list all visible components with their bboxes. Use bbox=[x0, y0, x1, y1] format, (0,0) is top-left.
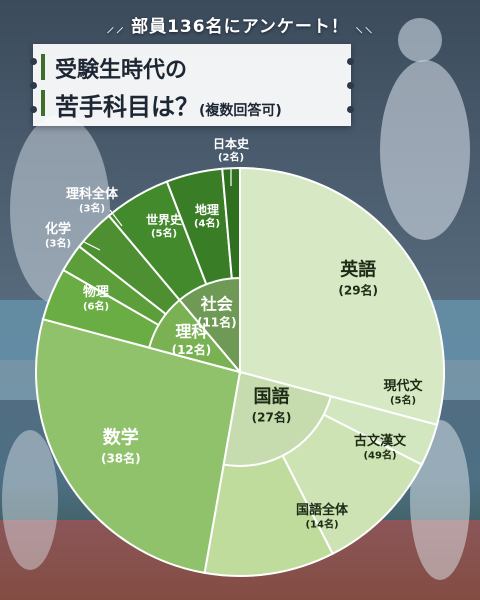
decor-dot bbox=[347, 106, 354, 113]
decor-dot bbox=[30, 106, 37, 113]
label-name: 地理 bbox=[195, 202, 219, 217]
label-count: (38名) bbox=[101, 450, 141, 465]
inner-label-social: 社会(11名) bbox=[197, 295, 237, 330]
label-count: (3名) bbox=[45, 237, 71, 250]
label-name: 現代文 bbox=[383, 378, 423, 394]
label-name: 古文漢文 bbox=[354, 433, 407, 449]
label-count: (14名) bbox=[305, 518, 338, 531]
label-count: (49名) bbox=[363, 449, 396, 462]
inner-label-english: 英語 (29名) bbox=[338, 259, 378, 298]
inner-slice-2 bbox=[222, 370, 333, 467]
label-name: 国語 bbox=[253, 385, 289, 407]
outer-label-11: 日本史(2名) bbox=[213, 136, 250, 164]
decor-dot bbox=[347, 82, 354, 89]
label-count: (5名) bbox=[151, 227, 177, 240]
outer-label-7: 化学(3名) bbox=[45, 221, 71, 250]
outer-label-3: 古文漢文(49名) bbox=[354, 433, 407, 462]
title-card: 受験生時代の 苦手科目は？(複数回答可) bbox=[30, 44, 354, 126]
outer-label-2: 現代文(5名) bbox=[383, 378, 423, 407]
label-name: 理科全体 bbox=[66, 186, 119, 202]
outer-slice-5 bbox=[35, 317, 242, 575]
inner-label-japanese: 国語 (27名) bbox=[252, 385, 292, 424]
leader-line bbox=[109, 209, 123, 227]
label-count: (2名) bbox=[218, 151, 244, 164]
outer-label-8: 理科全体(3名) bbox=[66, 186, 119, 215]
label-name: 日本史 bbox=[213, 136, 250, 151]
label-name: 英語 bbox=[339, 259, 376, 281]
label-name: 国語全体 bbox=[296, 502, 349, 518]
label-count: (4名) bbox=[194, 217, 220, 230]
decor-dot bbox=[30, 58, 37, 65]
title-accent-bar bbox=[41, 54, 45, 80]
title-line-1: 受験生時代の bbox=[55, 58, 188, 83]
leader-line bbox=[83, 241, 101, 251]
outer-label-10: 地理(4名) bbox=[194, 202, 220, 230]
label-count: (12名) bbox=[172, 342, 212, 357]
chart-title: 苦手科目は？ bbox=[55, 93, 199, 121]
title-line-2: 苦手科目は？(複数回答可) bbox=[55, 87, 282, 122]
inner-label-math: 数学 (38名) bbox=[101, 426, 141, 465]
decor-dot bbox=[347, 58, 354, 65]
outer-label-9: 世界史(5名) bbox=[146, 212, 183, 240]
inner-label-science: 理科(12名) bbox=[172, 322, 212, 357]
label-count: (29名) bbox=[338, 283, 378, 298]
outer-slice-1 bbox=[239, 166, 445, 427]
label-name: 化学 bbox=[45, 221, 71, 237]
label-name: 物理 bbox=[83, 284, 109, 300]
label-count: (11名) bbox=[197, 315, 237, 330]
label-count: (6名) bbox=[83, 300, 109, 313]
outer-label-6: 物理(6名) bbox=[83, 284, 109, 313]
label-name: 社会 bbox=[200, 295, 233, 314]
label-name: 理科 bbox=[175, 322, 207, 341]
decor-dot bbox=[30, 82, 37, 89]
survey-banner: ⸝⸝ 部員136名にアンケート！ ⸜⸜ bbox=[106, 17, 374, 37]
label-count: (5名) bbox=[390, 394, 416, 407]
outer-label-4: 国語全体(14名) bbox=[296, 502, 349, 531]
label-name: 数学 bbox=[103, 426, 139, 448]
inner-slice-5 bbox=[178, 276, 241, 375]
title-note: (複数回答可) bbox=[199, 103, 282, 119]
label-name: 世界史 bbox=[146, 212, 183, 227]
title-accent-bar bbox=[41, 90, 45, 116]
label-count: (27名) bbox=[252, 409, 292, 424]
label-count: (3名) bbox=[79, 202, 105, 215]
